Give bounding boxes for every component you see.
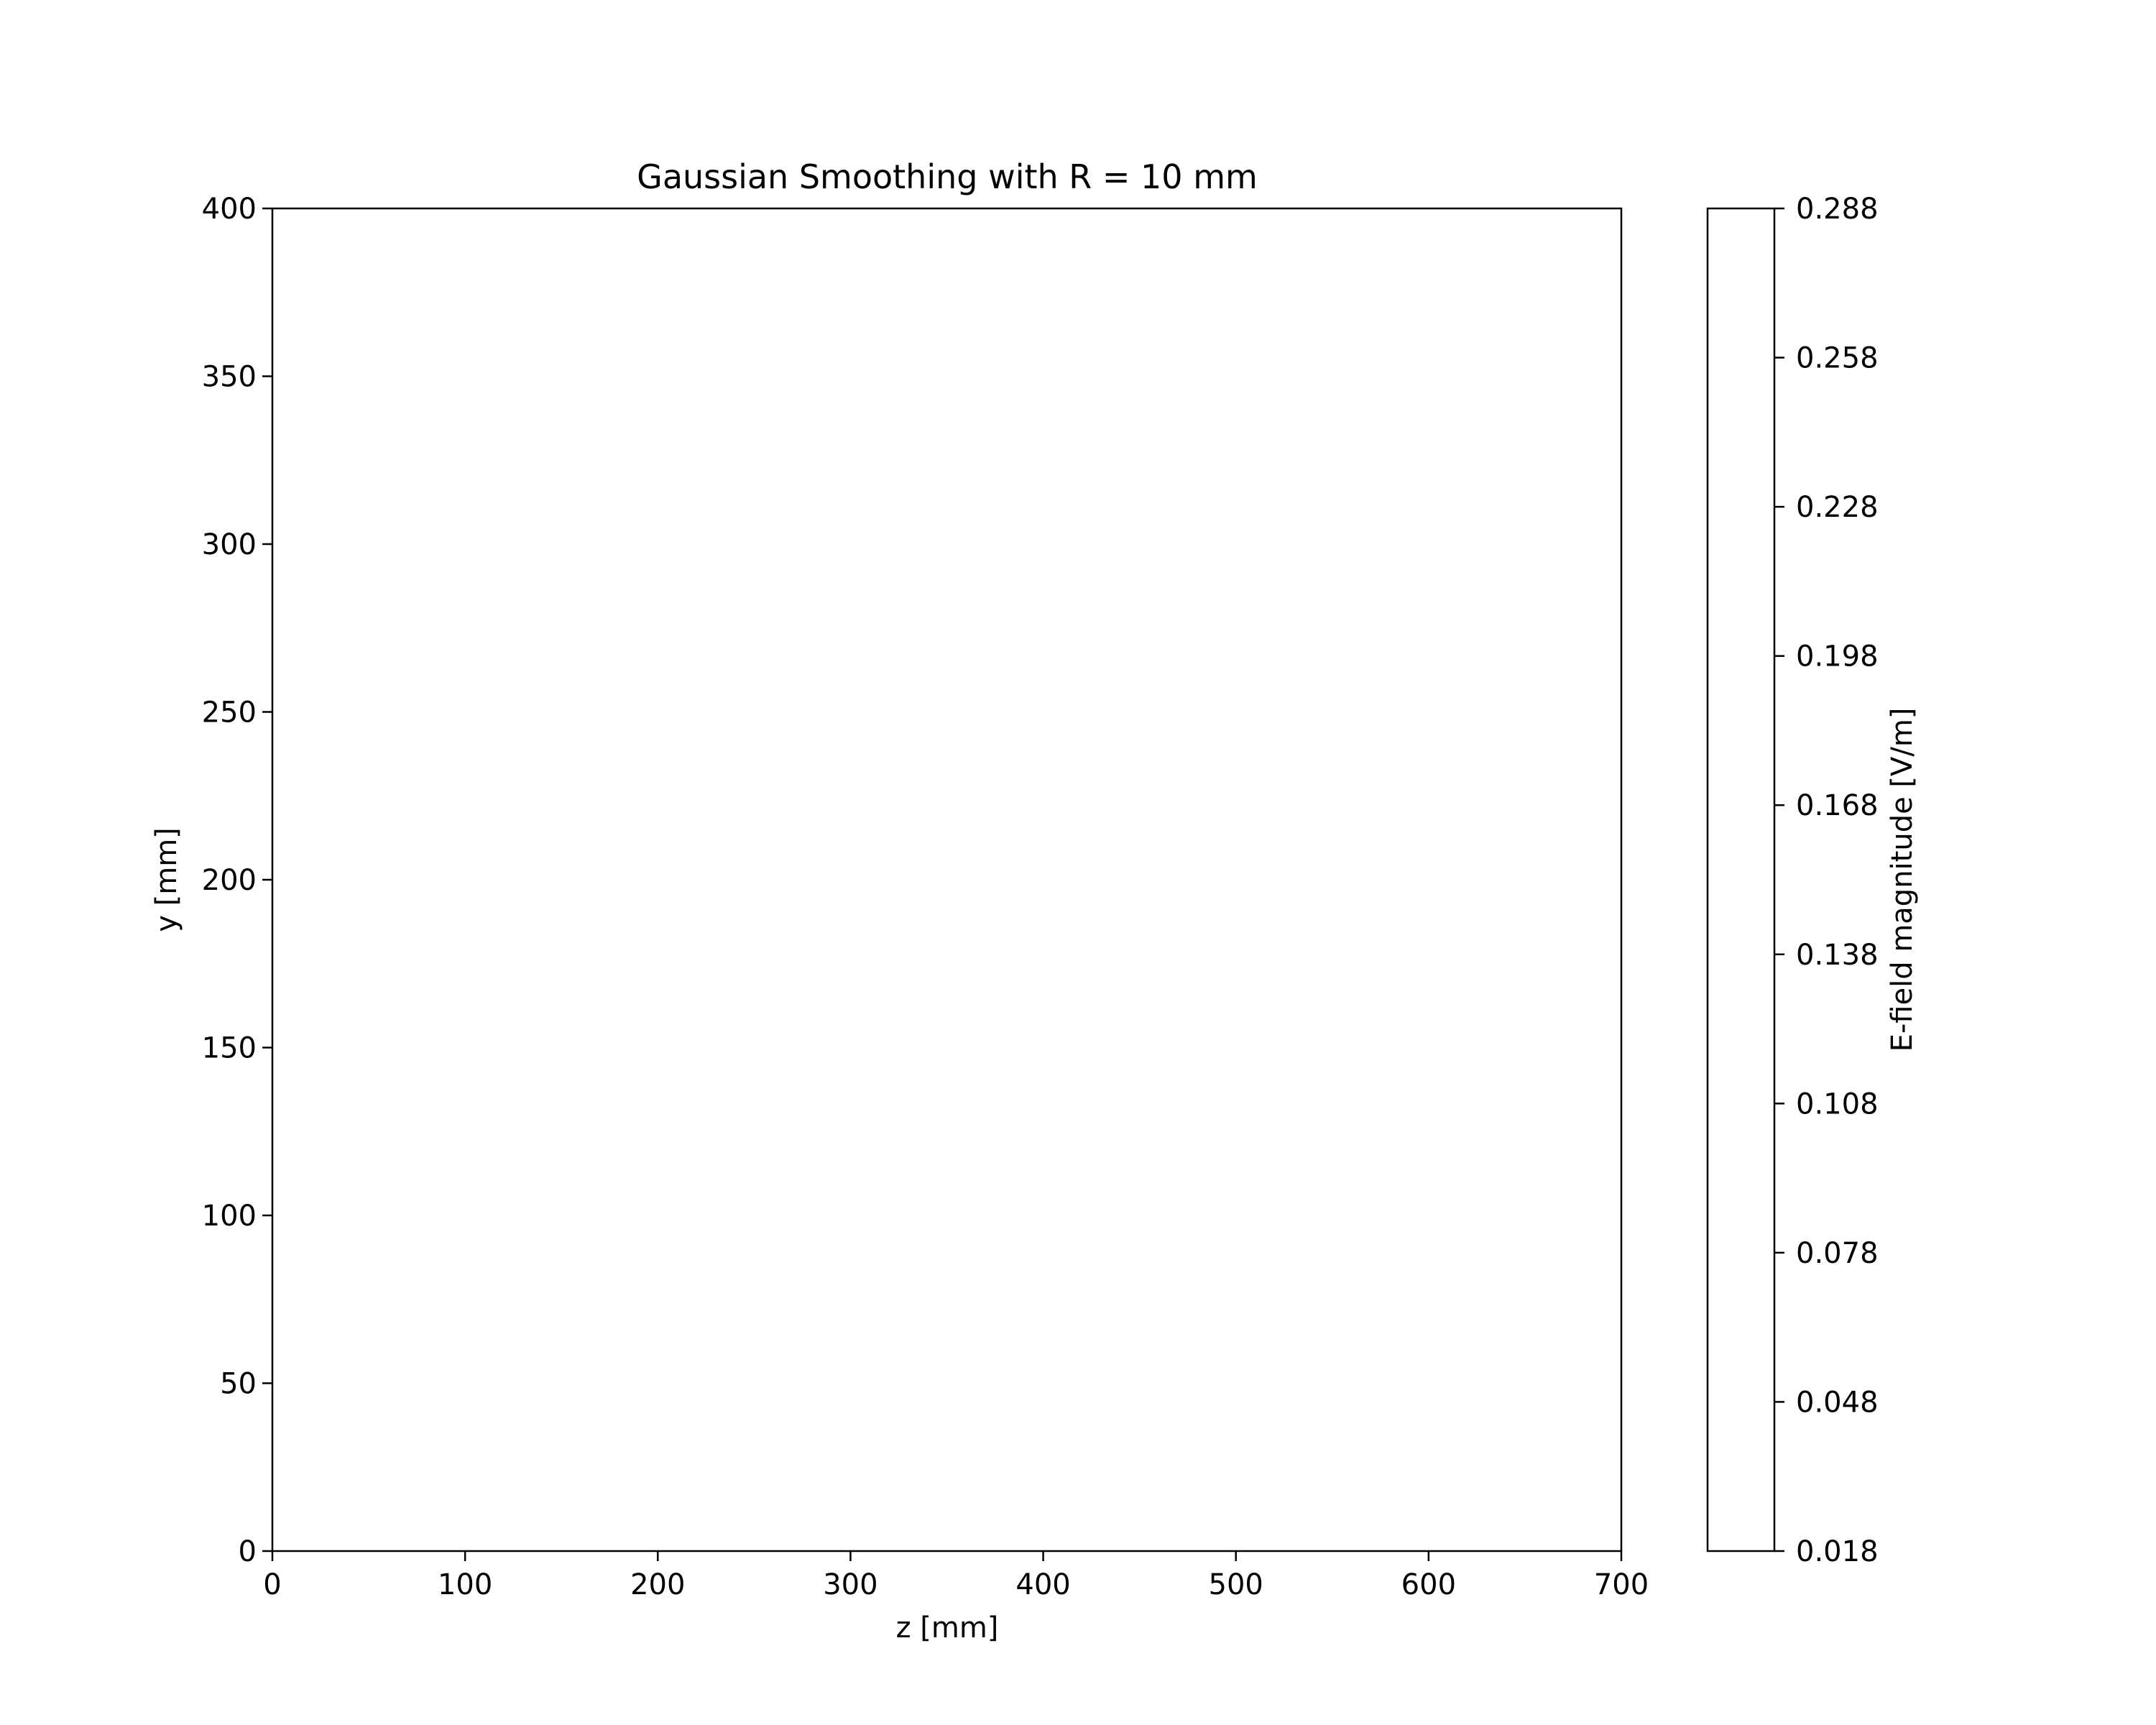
x-tick-label: 300 — [823, 1568, 877, 1601]
colorbar-tick-label: 0.168 — [1796, 789, 1879, 822]
plot-area — [271, 207, 1623, 1552]
x-tick-label: 100 — [438, 1568, 492, 1601]
y-tick-label: 250 — [202, 696, 257, 730]
y-tick-label: 350 — [202, 361, 257, 394]
chart-title: Gaussian Smoothing with R = 10 mm — [637, 157, 1258, 196]
colorbar-tick-label: 0.018 — [1796, 1535, 1879, 1568]
colorbar — [1706, 207, 1776, 1552]
y-tick-label: 150 — [202, 1032, 257, 1065]
colorbar-tick-label: 0.198 — [1796, 640, 1879, 673]
colorbar-tick-label: 0.138 — [1796, 939, 1879, 972]
x-tick-label: 200 — [630, 1568, 685, 1601]
colorbar-tick-label: 0.258 — [1796, 342, 1879, 375]
y-tick-label: 400 — [202, 193, 257, 226]
colorbar-tick-label: 0.048 — [1796, 1386, 1879, 1419]
y-axis-label: y [mm] — [150, 827, 183, 932]
x-tick-label: 600 — [1401, 1568, 1456, 1601]
x-tick-label: 500 — [1209, 1568, 1263, 1601]
colorbar-tick-label: 0.078 — [1796, 1237, 1879, 1270]
x-tick-label: 700 — [1594, 1568, 1649, 1601]
colorbar-ticks: 0.018 0.048 0.078 0.108 0.138 0.168 0.198 0.228… — [1774, 193, 1879, 1568]
colorbar-tick-label: 0.228 — [1796, 491, 1879, 524]
y-tick-label: 200 — [202, 864, 257, 897]
y-axis-ticks: 0 50 100 150 200 250 300 350 400 — [202, 193, 272, 1568]
colorbar-tick-label: 0.108 — [1796, 1087, 1879, 1121]
x-axis-ticks: 0 100 200 300 400 500 600 700 — [263, 1551, 1649, 1601]
y-tick-label: 50 — [220, 1368, 257, 1401]
colorbar-tick-label: 0.288 — [1796, 193, 1879, 226]
x-axis-label: z [mm] — [896, 1611, 999, 1644]
x-tick-label: 400 — [1015, 1568, 1070, 1601]
y-tick-label: 300 — [202, 528, 257, 561]
y-tick-label: 100 — [202, 1200, 257, 1233]
colorbar-label: E-field magnitude [V/m] — [1886, 708, 1919, 1052]
y-tick-label: 0 — [239, 1535, 257, 1568]
x-tick-label: 0 — [263, 1568, 281, 1601]
